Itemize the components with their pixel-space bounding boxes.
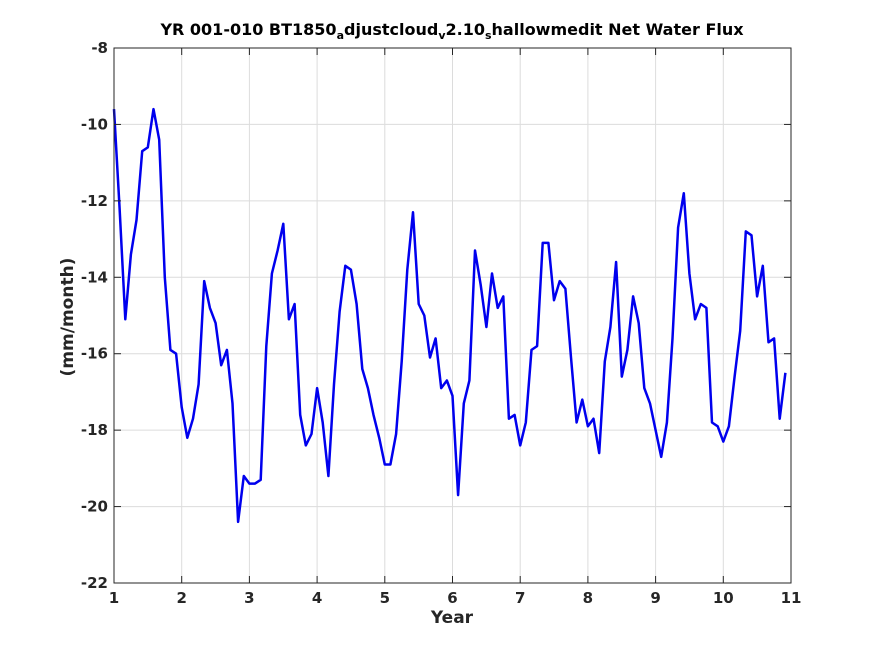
y-tick-label: -22 <box>81 574 108 592</box>
title-segment: hallowmedit Net Water Flux <box>492 20 745 39</box>
x-tick-label: 11 <box>781 589 802 607</box>
title-segment: 2.10 <box>445 20 484 39</box>
title-subscript: v <box>438 29 446 42</box>
y-tick-label: -8 <box>91 39 108 57</box>
title-subscript: a <box>337 29 344 42</box>
x-tick-label: 8 <box>583 589 593 607</box>
y-tick-label: -14 <box>81 268 108 286</box>
x-tick-label: 2 <box>176 589 186 607</box>
x-tick-label: 7 <box>515 589 525 607</box>
series-line-1 <box>112 107 787 524</box>
y-tick-label: -10 <box>81 115 108 133</box>
x-tick-label: 5 <box>380 589 390 607</box>
ticks: 1 2 3 4 5 6 7 8 9 10 11 -22 -20 -18 -16 -14 -12 -10 -8 <box>81 39 802 607</box>
y-tick-label: -18 <box>81 421 108 439</box>
x-tick-label: 1 <box>109 589 119 607</box>
y-tick-label: -20 <box>81 498 108 516</box>
x-tick-label: 9 <box>650 589 660 607</box>
y-tick-label: -16 <box>81 345 108 363</box>
x-tick-label: 3 <box>244 589 254 607</box>
chart-title: YR 001-010 BT1850adjustcloudv2.10shallow… <box>159 20 744 42</box>
title-segment: YR 001-010 BT1850 <box>159 20 336 39</box>
title-segment: djustcloud <box>344 20 438 39</box>
title-subscript: s <box>485 29 492 42</box>
y-axis-label: (mm/month) <box>58 258 78 377</box>
y-tick-label: -12 <box>81 192 108 210</box>
series-layer <box>112 107 787 524</box>
x-tick-label: 4 <box>312 589 322 607</box>
x-axis-label: Year <box>430 608 474 628</box>
x-tick-label: 10 <box>713 589 734 607</box>
x-tick-label: 6 <box>447 589 457 607</box>
